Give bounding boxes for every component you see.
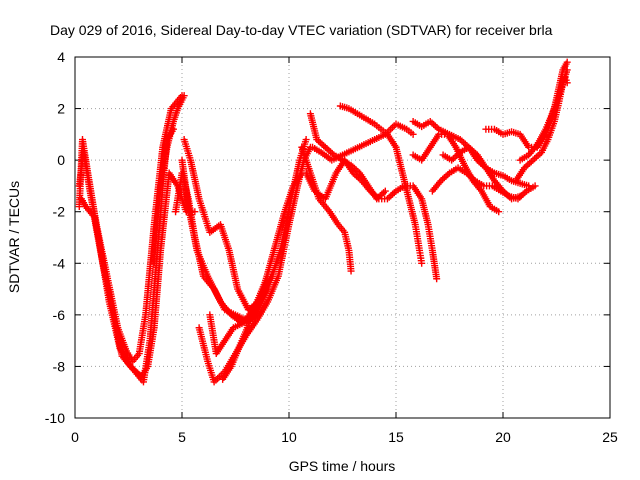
data-point (531, 182, 539, 190)
data-point (409, 130, 417, 138)
data-point (433, 275, 441, 283)
data-point (563, 66, 571, 74)
data-point (418, 259, 426, 267)
x-tick-label: 5 (178, 429, 186, 445)
chart-title: Day 029 of 2016, Sidereal Day-to-day VTE… (50, 22, 553, 38)
x-tick-label: 10 (281, 429, 297, 445)
y-tick-label: -2 (53, 204, 66, 220)
data-point (302, 136, 310, 144)
data-point (381, 187, 389, 195)
y-tick-label: 4 (57, 49, 65, 65)
x-tick-label: 25 (602, 429, 618, 445)
data-point (347, 267, 355, 275)
data-point (563, 58, 571, 66)
data-point (516, 192, 524, 200)
y-axis: -10 -8 -6 -4 -2 0 2 4 (45, 49, 610, 426)
x-tick-label: 20 (495, 429, 511, 445)
data-points (75, 58, 571, 386)
y-tick-label: -10 (45, 410, 65, 426)
data-point (495, 208, 503, 216)
grid-lines (75, 57, 610, 418)
y-tick-label: 2 (57, 101, 65, 117)
x-axis-label: GPS time / hours (289, 458, 396, 474)
x-tick-label: 0 (71, 429, 79, 445)
x-axis: 0 5 10 15 20 25 (71, 57, 618, 445)
y-tick-label: -4 (53, 255, 66, 271)
plot-frame (74, 56, 611, 419)
data-point (563, 79, 571, 87)
y-tick-label: 0 (57, 152, 65, 168)
x-tick-label: 15 (388, 429, 404, 445)
data-point (180, 92, 188, 100)
y-axis-label: SDTVAR / TECUs (6, 181, 22, 293)
data-point (191, 208, 199, 216)
y-tick-label: -8 (53, 358, 66, 374)
y-tick-label: -6 (53, 307, 66, 323)
